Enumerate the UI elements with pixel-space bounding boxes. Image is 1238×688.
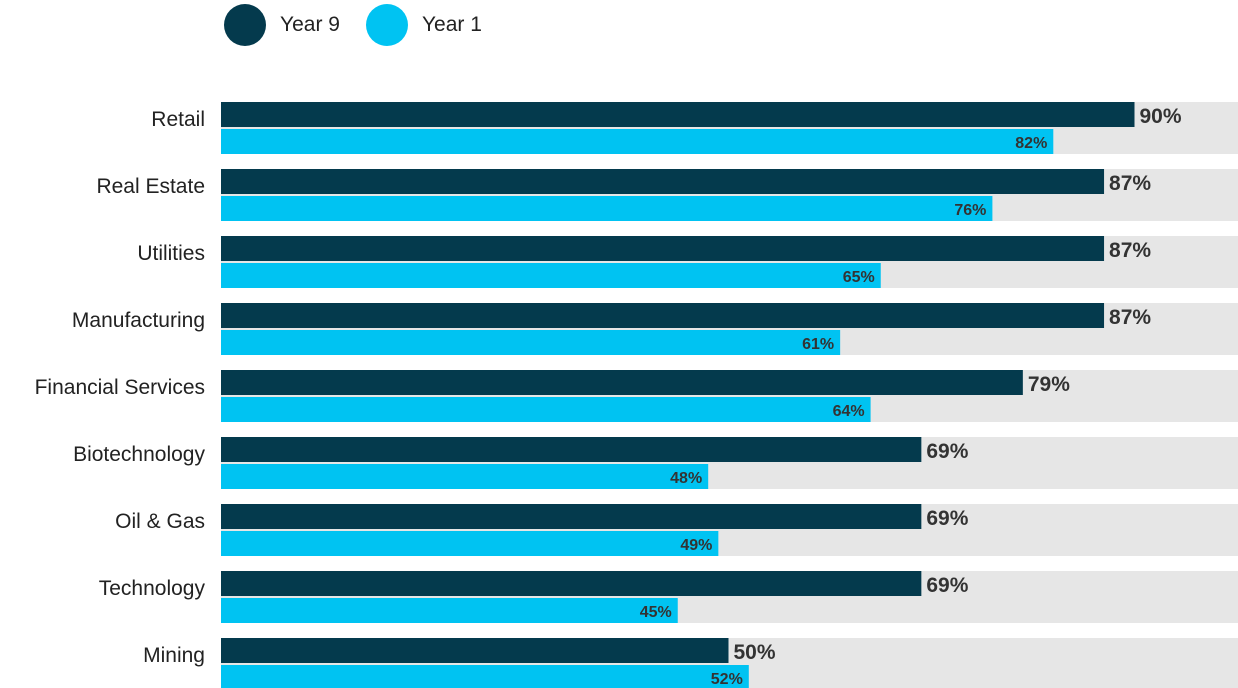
- legend-item-year-1: Year 1: [365, 4, 482, 46]
- bar-year-1-financial-services: [221, 397, 871, 422]
- value-label-year-1-utilities: 65%: [843, 269, 875, 286]
- value-label-year-9-retail: 90%: [1140, 105, 1182, 128]
- legend-item-year-9: Year 9: [224, 4, 340, 46]
- value-label-year-9-technology: 69%: [926, 574, 968, 597]
- value-label-year-9-mining: 50%: [734, 641, 776, 664]
- bar-year-9-utilities: [221, 236, 1105, 261]
- legend-label-year-9: Year 9: [280, 13, 340, 36]
- bar-year-1-manufacturing: [221, 330, 841, 355]
- bar-year-1-technology: [221, 598, 678, 623]
- bar-year-1-real-estate: [221, 196, 993, 221]
- value-label-year-9-financial-services: 79%: [1028, 373, 1070, 396]
- bar-year-1-biotechnology: [221, 464, 709, 489]
- category-label-oil-gas: Oil & Gas: [115, 510, 205, 533]
- value-label-year-1-manufacturing: 61%: [802, 336, 834, 353]
- bar-year-9-manufacturing: [221, 303, 1105, 328]
- category-label-technology: Technology: [99, 577, 206, 600]
- value-label-year-9-biotechnology: 69%: [926, 440, 968, 463]
- legend-swatch-year-1: [365, 4, 408, 46]
- value-label-year-1-oil-gas: 49%: [680, 537, 712, 554]
- category-label-mining: Mining: [143, 644, 205, 667]
- bar-year-1-mining: [221, 665, 749, 688]
- bar-year-1-retail: [221, 129, 1054, 154]
- value-label-year-1-retail: 82%: [1015, 135, 1047, 152]
- bar-year-9-biotechnology: [221, 437, 922, 462]
- category-label-manufacturing: Manufacturing: [72, 309, 205, 332]
- value-label-year-1-technology: 45%: [640, 604, 672, 621]
- legend-label-year-1: Year 1: [421, 13, 482, 36]
- value-label-year-1-biotechnology: 48%: [670, 470, 702, 487]
- bar-year-9-oil-gas: [221, 504, 922, 529]
- value-label-year-9-manufacturing: 87%: [1109, 306, 1151, 329]
- legend-swatch-year-9: [224, 4, 266, 46]
- value-label-year-1-mining: 52%: [711, 671, 743, 688]
- value-label-year-9-utilities: 87%: [1109, 239, 1151, 262]
- bar-year-1-oil-gas: [221, 531, 719, 556]
- bar-year-9-technology: [221, 571, 922, 596]
- category-label-real-estate: Real Estate: [96, 175, 205, 198]
- legend: Year 9 Year 1: [224, 4, 508, 46]
- category-label-financial-services: Financial Services: [35, 376, 205, 399]
- category-label-retail: Retail: [151, 108, 205, 131]
- bar-year-9-financial-services: [221, 370, 1023, 395]
- category-label-utilities: Utilities: [137, 242, 205, 265]
- category-label-biotechnology: Biotechnology: [73, 443, 205, 466]
- bar-year-9-real-estate: [221, 169, 1105, 194]
- bar-year-9-mining: [221, 638, 729, 663]
- value-label-year-9-oil-gas: 69%: [926, 507, 968, 530]
- bar-year-9-retail: [221, 102, 1135, 127]
- value-label-year-1-financial-services: 64%: [833, 403, 865, 420]
- value-label-year-1-real-estate: 76%: [954, 202, 986, 219]
- bar-year-1-utilities: [221, 263, 881, 288]
- value-label-year-9-real-estate: 87%: [1109, 172, 1151, 195]
